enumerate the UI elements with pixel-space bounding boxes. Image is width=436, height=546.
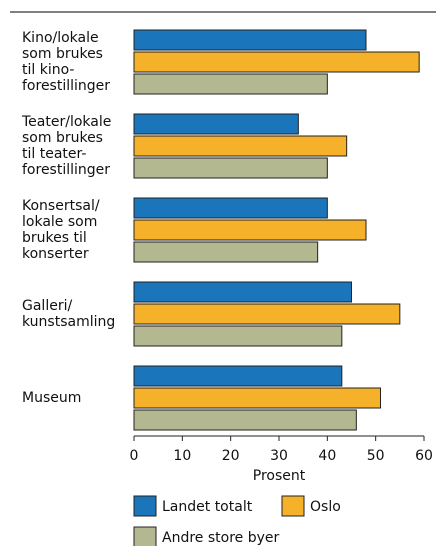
category-label: forestillinger xyxy=(22,162,110,178)
bar xyxy=(133,219,367,241)
bar xyxy=(133,387,381,409)
bar xyxy=(133,281,352,303)
bar xyxy=(133,409,357,431)
bar xyxy=(133,113,299,135)
category-label: Teater/lokale xyxy=(21,114,111,130)
category-label: Kino/lokale xyxy=(22,30,99,46)
category-label: Museum xyxy=(22,390,81,406)
bar xyxy=(133,51,420,73)
category-label: Konsertsal/ xyxy=(22,198,100,214)
category-label: til teater- xyxy=(22,146,86,162)
x-tick-label: 0 xyxy=(130,448,139,464)
x-tick-label: 40 xyxy=(318,448,336,464)
x-tick-label: 10 xyxy=(173,448,191,464)
bar xyxy=(133,303,401,325)
category-label: som brukes xyxy=(22,130,103,146)
bar xyxy=(133,157,328,179)
bar xyxy=(133,365,343,387)
category-label: kunstsamling xyxy=(22,314,115,330)
legend-swatch xyxy=(133,526,157,546)
x-tick-label: 20 xyxy=(222,448,240,464)
category-label: Galleri/ xyxy=(22,298,72,314)
bar xyxy=(133,197,328,219)
bar xyxy=(133,325,343,347)
x-tick-label: 50 xyxy=(367,448,385,464)
legend-label: Andre store byer xyxy=(162,530,279,546)
category-label: konserter xyxy=(22,246,89,262)
bar xyxy=(133,73,328,95)
bar xyxy=(133,135,348,157)
x-tick-label: 60 xyxy=(415,448,433,464)
category-label: lokale som xyxy=(22,214,97,230)
category-label: brukes til xyxy=(22,230,87,246)
x-axis-label: Prosent xyxy=(253,468,306,484)
category-label: som brukes xyxy=(22,46,103,62)
category-label: til kino- xyxy=(22,62,74,78)
legend-swatch xyxy=(133,495,157,517)
legend-label: Landet totalt xyxy=(162,499,253,515)
category-label: forestillinger xyxy=(22,78,110,94)
legend-label: Oslo xyxy=(310,499,341,515)
legend-swatch xyxy=(281,495,305,517)
bar xyxy=(133,29,367,51)
x-tick-label: 30 xyxy=(270,448,288,464)
bar xyxy=(133,241,319,263)
